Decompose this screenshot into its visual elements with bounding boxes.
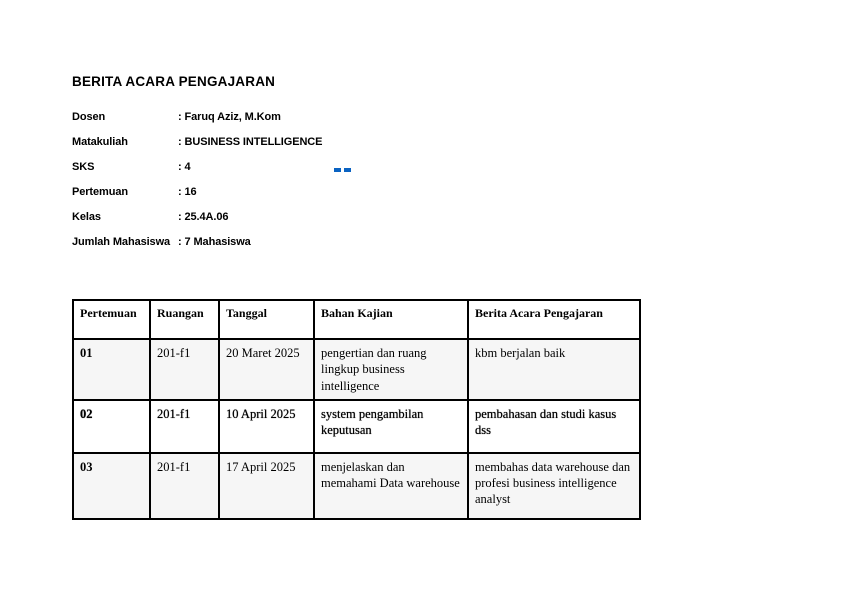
info-row-matakuliah: Matakuliah : BUSINESS INTELLIGENCE <box>72 130 322 155</box>
info-value-kelas: : 25.4A.06 <box>178 211 229 223</box>
cell-berita-acara: pembahasan dan studi kasus dss <box>467 398 641 454</box>
table-header-tanggal: Tanggal <box>218 299 315 340</box>
info-label-dosen: Dosen <box>72 111 106 123</box>
cell-pertemuan: 01 <box>72 338 151 401</box>
cell-tanggal: 17 April 2025 <box>218 451 315 520</box>
table-header-bahan-kajian: Bahan Kajian <box>313 299 469 340</box>
info-label-sks: SKS <box>72 161 95 173</box>
info-label-jumlah-mahasiswa: Jumlah Mahasiswa <box>72 236 171 248</box>
info-value-pertemuan: : 16 <box>178 186 197 198</box>
dash-segment <box>334 168 341 172</box>
cell-ruangan: 201-f1 <box>149 398 220 454</box>
info-row-dosen: Dosen : Faruq Aziz, M.Kom <box>72 105 322 130</box>
table-row: 01 201-f1 20 Maret 2025 pengertian dan r… <box>72 338 641 401</box>
cell-pertemuan: 03 <box>72 451 151 520</box>
info-label-matakuliah: Matakuliah <box>72 136 128 148</box>
info-row-sks: SKS : 4 <box>72 155 322 180</box>
cell-tanggal: 20 Maret 2025 <box>218 338 315 401</box>
cell-ruangan: 201-f1 <box>149 338 220 401</box>
cell-berita-acara: membahas data warehouse dan profesi busi… <box>467 451 641 520</box>
table-header-berita-acara: Berita Acara Pengajaran <box>467 299 641 340</box>
info-row-kelas: Kelas : 25.4A.06 <box>72 205 322 230</box>
cell-ruangan: 201-f1 <box>149 451 220 520</box>
info-row-jumlah-mahasiswa: Jumlah Mahasiswa : 7 Mahasiswa <box>72 230 322 255</box>
info-block: Dosen : Faruq Aziz, M.Kom Matakuliah : B… <box>72 105 322 255</box>
table-header-row: Pertemuan Ruangan Tanggal Bahan Kajian B… <box>72 299 641 340</box>
cell-bahan-kajian: pengertian dan ruang lingkup business in… <box>313 338 469 401</box>
cell-bahan-kajian: menjelaskan dan memahami Data warehouse <box>313 451 469 520</box>
dash-segment <box>344 168 351 172</box>
info-label-kelas: Kelas <box>72 211 101 223</box>
table-row: 03 201-f1 17 April 2025 menjelaskan dan … <box>72 451 641 520</box>
info-value-dosen: : Faruq Aziz, M.Kom <box>178 111 281 123</box>
info-row-pertemuan: Pertemuan : 16 <box>72 180 322 205</box>
info-label-pertemuan: Pertemuan <box>72 186 128 198</box>
dashed-marker-icon <box>334 168 351 172</box>
info-value-sks: : 4 <box>178 161 191 173</box>
table-header-ruangan: Ruangan <box>149 299 220 340</box>
table-row: 02 201-f1 10 April 2025 system pengambil… <box>72 398 641 454</box>
cell-tanggal: 10 April 2025 <box>218 398 315 454</box>
info-value-matakuliah: : BUSINESS INTELLIGENCE <box>178 136 323 148</box>
cell-bahan-kajian: system pengambilan keputusan <box>313 398 469 454</box>
schedule-table: Pertemuan Ruangan Tanggal Bahan Kajian B… <box>72 299 641 520</box>
table-header-pertemuan: Pertemuan <box>72 299 151 340</box>
cell-pertemuan: 02 <box>72 398 151 454</box>
page-title: BERITA ACARA PENGAJARAN <box>72 74 276 89</box>
info-value-jumlah-mahasiswa: : 7 Mahasiswa <box>178 236 251 248</box>
cell-berita-acara: kbm berjalan baik <box>467 338 641 401</box>
